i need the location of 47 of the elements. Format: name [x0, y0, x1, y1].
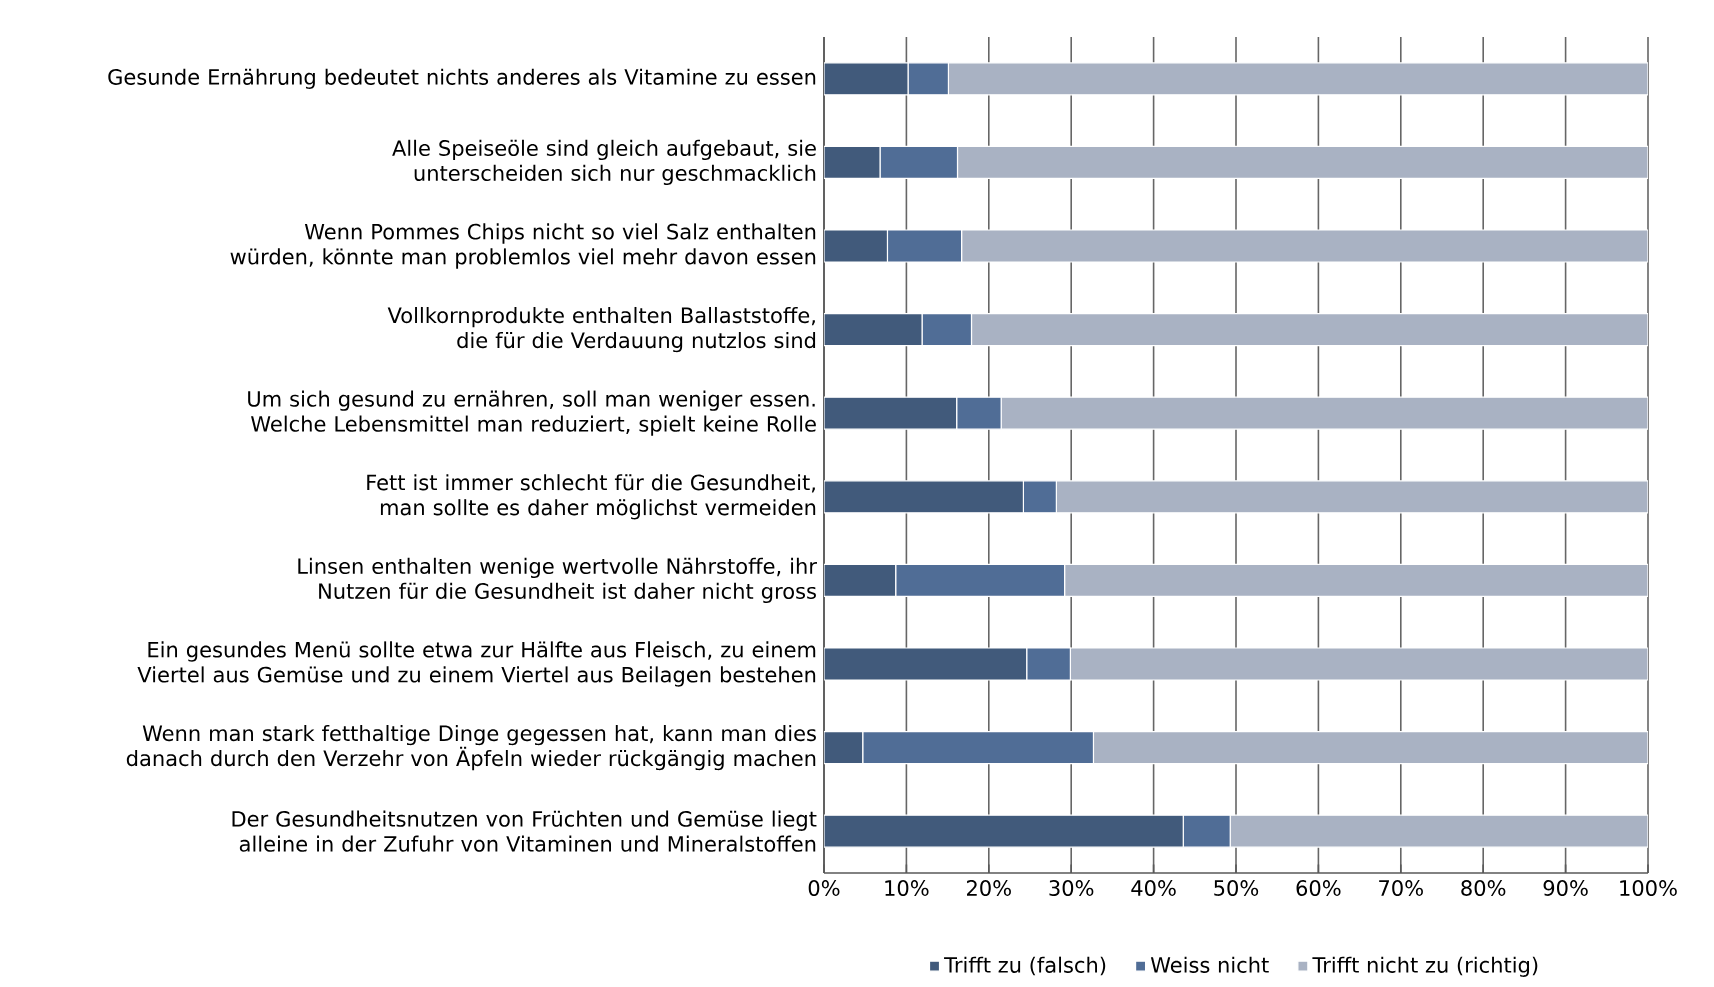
- legend-label: Weiss nicht: [1150, 956, 1269, 973]
- y-tick-label: Gesunde Ernährung bedeutet nichts anderes als Vitamine zu essen: [108, 68, 816, 89]
- bar: [824, 814, 1184, 848]
- y-tick-label: Um sich gesund zu ernähren, soll man weniger essen. Welche Lebensmittel man reduziert, spielt keine Rolle: [248, 390, 816, 436]
- x-tick-label: 40%: [1131, 880, 1176, 896]
- x-tick-label: 80%: [1461, 880, 1506, 896]
- bar: [1055, 480, 1648, 514]
- y-tick-label: Wenn Pommes Chips nicht so viel Salz enthalten würden, könnte man problemlos viel mehr davon essen: [230, 223, 816, 269]
- x-tick-label: 70%: [1379, 880, 1423, 896]
- bar: [824, 480, 1025, 514]
- bar: [1069, 647, 1648, 681]
- x-tick-label: 20%: [967, 880, 1011, 896]
- x-tick-label: 0%: [808, 880, 840, 896]
- y-tick-label: Ein gesundes Menü sollte etwa zur Hälfte aus Fleisch, zu einem Viertel aus Gemüse und zu einem Viertel aus Beilagen bestehen: [137, 641, 816, 687]
- y-tick-label: Fett ist immer schlecht für die Gesundheit, man sollte es daher möglichst vermeiden: [367, 474, 816, 520]
- bar: [824, 647, 1028, 681]
- bar: [1229, 814, 1648, 848]
- x-tick-label: 50%: [1214, 880, 1259, 896]
- bar: [956, 145, 1648, 180]
- bar: [1092, 731, 1648, 765]
- y-tick-label: Wenn man stark fetthaltige Dinge gegessen hat, kann man dies danach durch den Verzehr von Äpfeln wieder rückgängig machen: [126, 724, 816, 771]
- y-tick-label: Der Gesundheitsnutzen von Früchten und Gemüse liegt alleine in der Zufuhr von Vitaminen und Mineralstoffen: [232, 810, 817, 852]
- bar: [947, 62, 1648, 96]
- bar: [970, 313, 1648, 347]
- bar: [1000, 396, 1648, 430]
- legend-label: Trifft zu (falsch): [944, 956, 1106, 976]
- bar: [824, 145, 881, 180]
- bar: [824, 563, 897, 598]
- legend-label: Trifft nicht zu (richtig): [1312, 956, 1538, 977]
- x-tick-label: 90%: [1543, 880, 1588, 896]
- y-tick-label: Alle Speiseöle sind gleich aufgebaut, sie unterscheiden sich nur geschmacklich: [392, 139, 816, 186]
- bar: [956, 396, 1002, 430]
- bar: [1022, 480, 1057, 514]
- bar: [961, 229, 1648, 263]
- y-tick-label: Vollkornprodukte enthalten Ballaststoffe, die für die Verdauung nutzlos sind: [387, 306, 816, 353]
- bar: [824, 396, 958, 430]
- x-tick-label: 10%: [885, 880, 929, 896]
- bar: [824, 313, 923, 347]
- bar: [1064, 563, 1648, 598]
- x-tick-label: 100%: [1620, 880, 1677, 896]
- x-tick-label: 60%: [1296, 880, 1341, 896]
- bar: [824, 731, 864, 765]
- bar: [824, 229, 889, 263]
- x-tick-label: 30%: [1049, 880, 1094, 896]
- y-tick-label: Linsen enthalten wenige wertvolle Nährstoffe, ihr Nutzen für die Gesundheit ist daher nicht gross: [298, 557, 817, 604]
- bar: [1026, 647, 1071, 681]
- bar: [824, 62, 909, 96]
